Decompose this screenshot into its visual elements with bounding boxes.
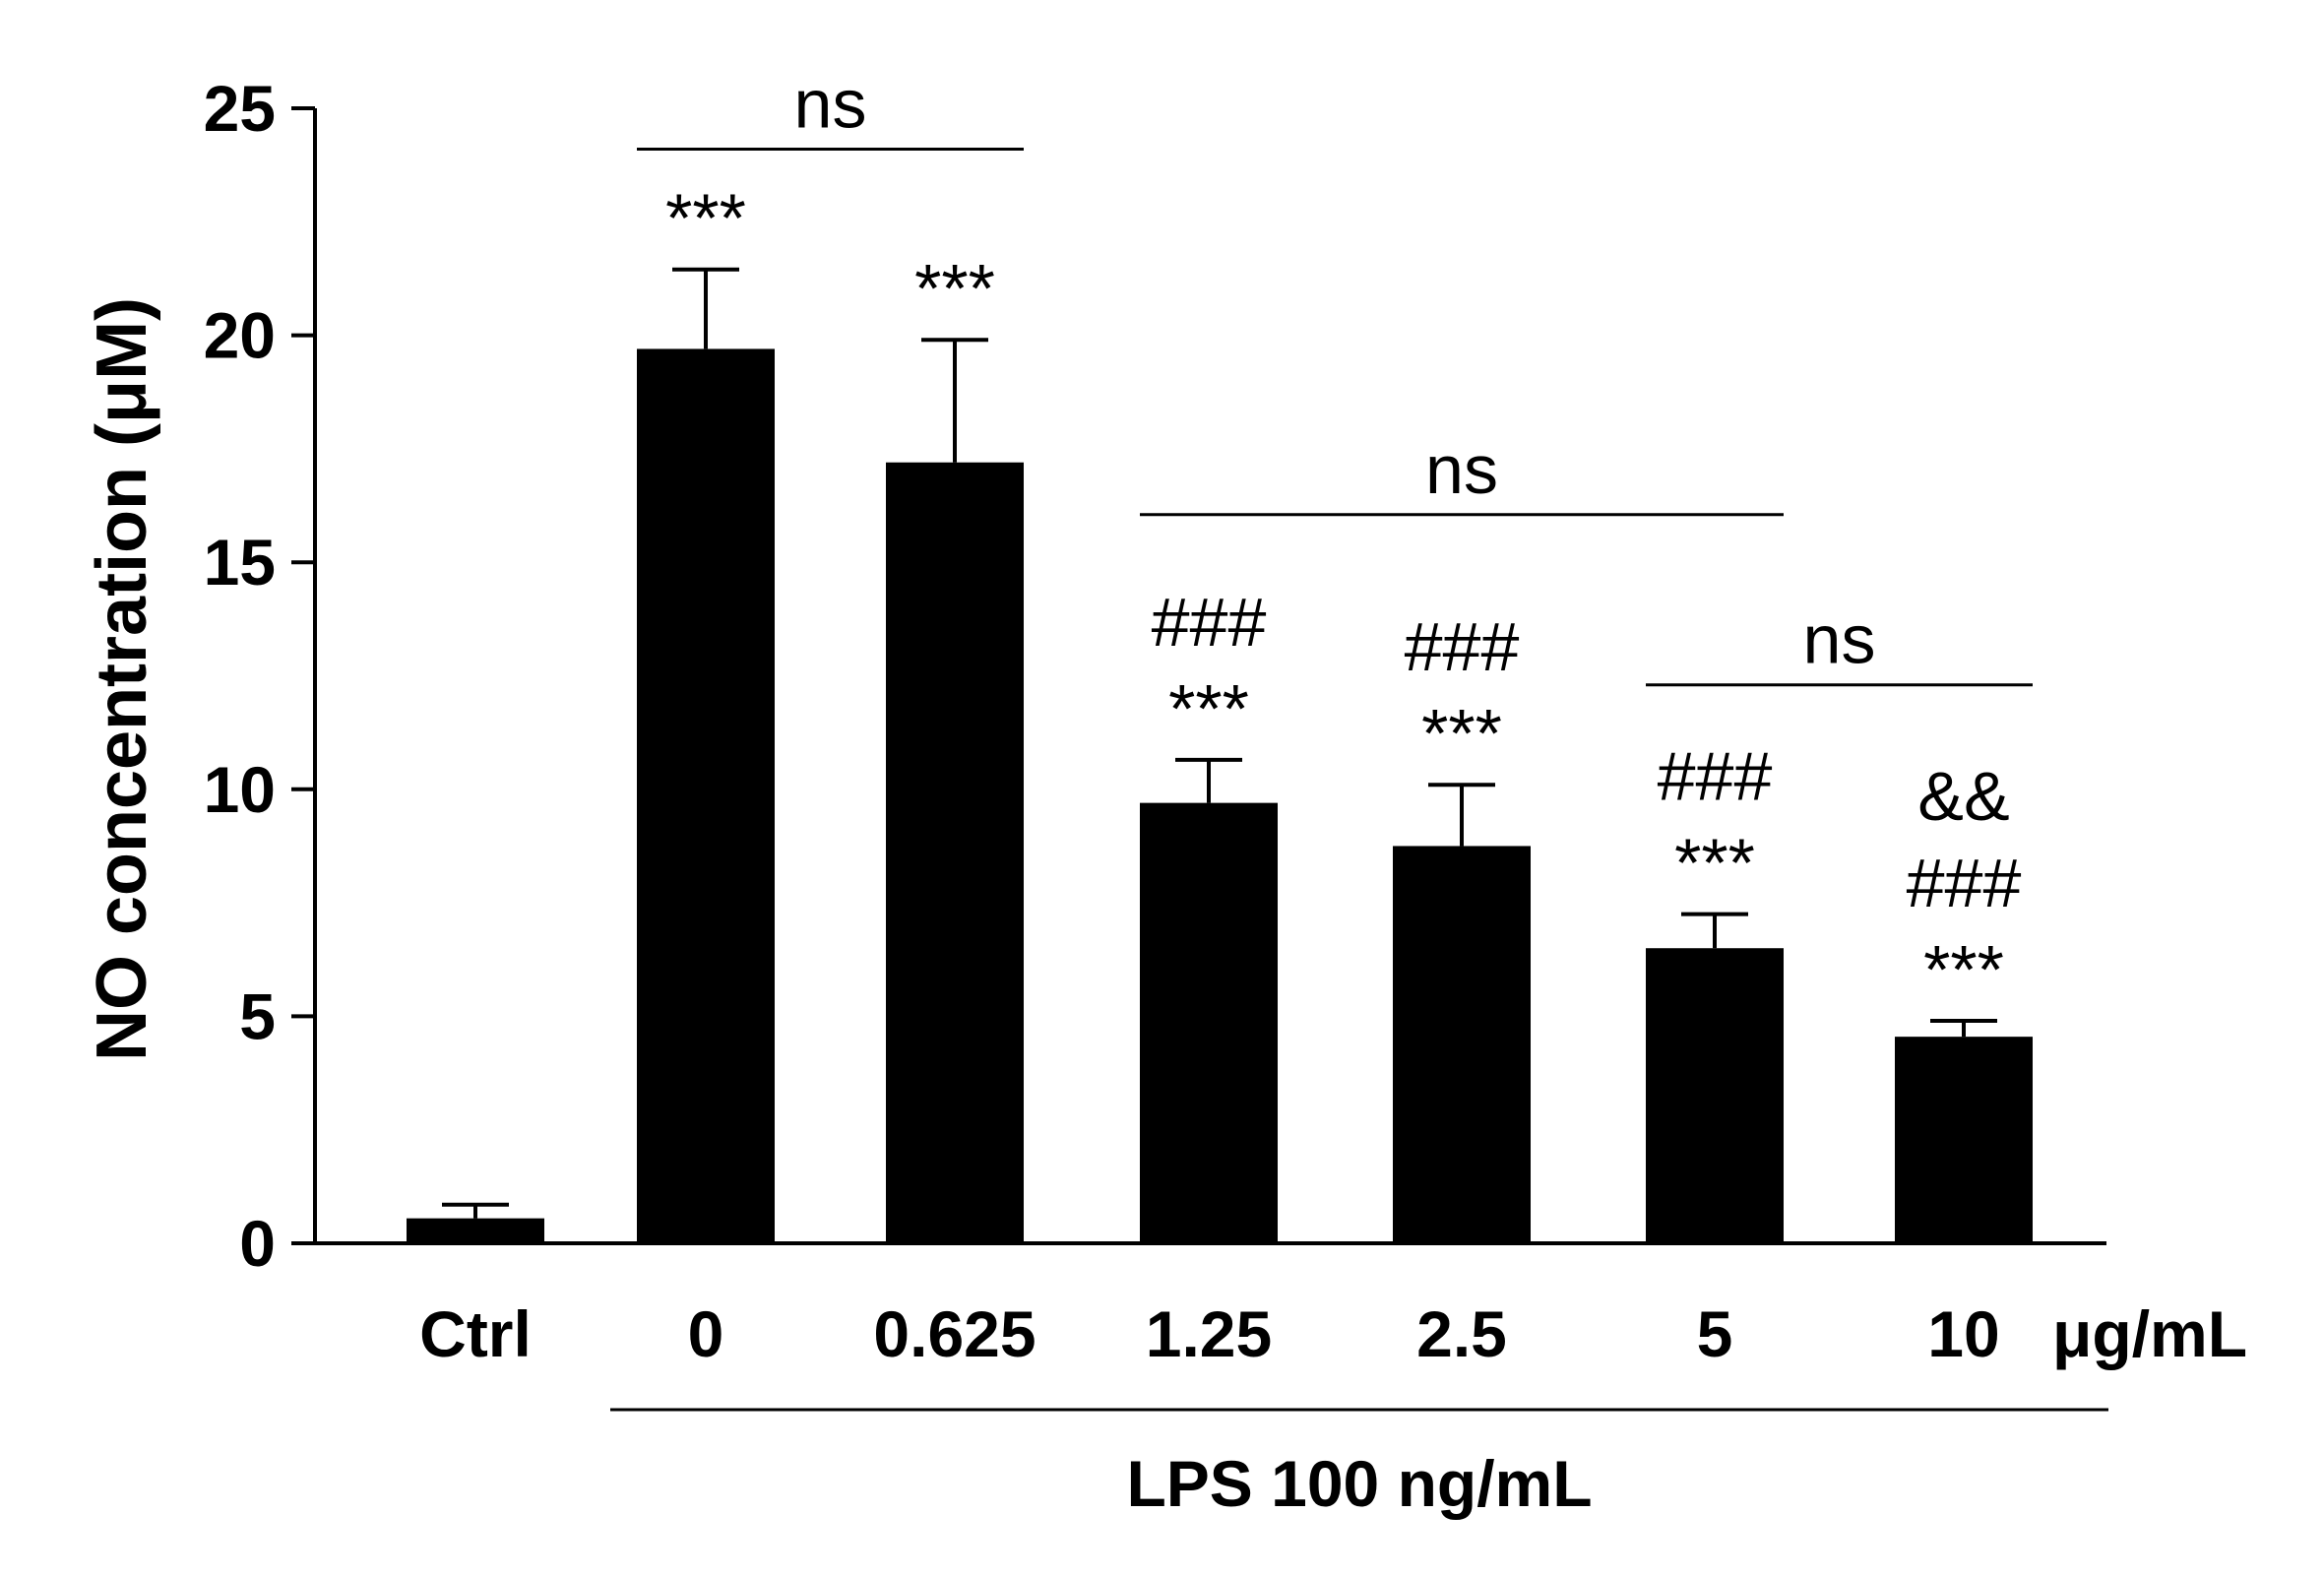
y-tick-label: 0 bbox=[239, 1207, 276, 1280]
bar bbox=[1646, 948, 1784, 1243]
y-tick-label: 10 bbox=[204, 753, 276, 826]
x-tick-label: 0 bbox=[688, 1297, 724, 1370]
comparison-label: ns bbox=[1425, 431, 1498, 508]
y-tick-label: 25 bbox=[204, 72, 276, 145]
comparison-label: ns bbox=[794, 66, 867, 143]
significance-mark: *** bbox=[1674, 825, 1755, 902]
y-axis-label: NO concentration (μM) bbox=[83, 297, 161, 1061]
x-tick-label: 1.25 bbox=[1146, 1297, 1272, 1370]
significance-mark: *** bbox=[1421, 695, 1502, 772]
bar bbox=[886, 462, 1024, 1244]
bar bbox=[1140, 802, 1278, 1243]
significance-mark: ### bbox=[1152, 584, 1267, 661]
x-tick-label: 2.5 bbox=[1416, 1297, 1507, 1370]
significance-mark: *** bbox=[914, 250, 995, 327]
significance-mark: ### bbox=[1658, 738, 1773, 815]
significance-mark: *** bbox=[665, 180, 746, 257]
x-tick-label: 0.625 bbox=[873, 1297, 1036, 1370]
x-tick-label: 10 bbox=[1927, 1297, 1999, 1370]
y-tick-label: 15 bbox=[204, 526, 276, 599]
bar bbox=[637, 348, 775, 1243]
significance-mark: *** bbox=[1923, 931, 2004, 1008]
significance-mark: && bbox=[1917, 758, 2009, 835]
x-unit-label: μg/mL bbox=[2052, 1297, 2247, 1370]
bar bbox=[407, 1218, 544, 1243]
significance-mark: *** bbox=[1168, 670, 1249, 747]
y-tick-label: 5 bbox=[239, 979, 276, 1052]
comparison-label: ns bbox=[1803, 601, 1876, 678]
x-tick-label: Ctrl bbox=[419, 1297, 532, 1370]
group-label: LPS 100 ng/mL bbox=[1126, 1447, 1592, 1520]
y-tick-label: 20 bbox=[204, 299, 276, 372]
bar bbox=[1895, 1037, 2033, 1243]
x-tick-label: 5 bbox=[1697, 1297, 1733, 1370]
significance-mark: ### bbox=[1907, 845, 2022, 921]
significance-mark: ### bbox=[1405, 608, 1520, 685]
bar bbox=[1393, 846, 1531, 1243]
